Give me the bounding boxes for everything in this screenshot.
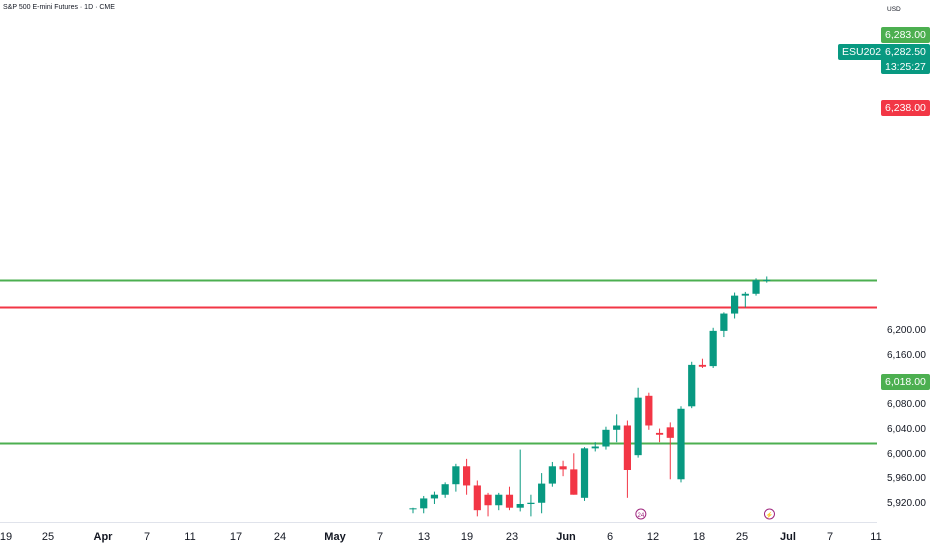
candle-body: [484, 494, 492, 506]
candle-body: [559, 466, 567, 470]
candle-body: [602, 429, 610, 447]
price-tick-label: 6,200.00: [887, 324, 926, 336]
time-tick-label: 7: [826, 531, 834, 543]
candle-body: [527, 502, 535, 504]
bar-countdown-tag: 13:25:27: [881, 60, 930, 74]
price-tick-label: 5,960.00: [887, 473, 926, 485]
candle-body: [763, 279, 771, 281]
time-tick-label: 18: [692, 531, 706, 543]
price-tag-level-mid: 6,238.00: [881, 100, 930, 116]
candle-body: [516, 504, 524, 508]
time-tick-label: 11: [870, 531, 882, 543]
last-price-tag: 6,282.50: [881, 44, 930, 60]
time-tick-label: 19: [460, 531, 474, 543]
price-tag-level-top: 6,283.00: [881, 27, 930, 43]
time-tick-label: May: [324, 531, 346, 543]
currency-label[interactable]: USD: [887, 6, 901, 13]
chart-area[interactable]: 24 ⚡: [0, 0, 877, 522]
candle-body: [634, 397, 642, 456]
time-tick-label: 23: [505, 531, 519, 543]
candlestick-chart[interactable]: 24 ⚡: [0, 0, 877, 522]
time-tick-label: 12: [646, 531, 660, 543]
event-marker-label: 24: [637, 513, 644, 519]
candle-body: [409, 508, 417, 510]
chart-header-title: S&P 500 E-mini Futures · 1D · CME: [3, 4, 115, 11]
time-tick-label: 19: [0, 531, 13, 543]
event-marker-label: ⚡: [766, 511, 773, 519]
candle-body: [463, 466, 471, 486]
time-tick-label: 24: [273, 531, 287, 543]
candle-body: [580, 448, 589, 498]
time-tick-label: 25: [41, 531, 55, 543]
candle-body: [741, 293, 749, 296]
candle-body: [677, 408, 685, 480]
candle-body: [698, 364, 707, 367]
candle-body: [709, 330, 717, 367]
candle-body: [655, 432, 664, 435]
candle-body: [495, 494, 503, 506]
candle-body: [538, 483, 546, 503]
candle-body: [720, 313, 728, 331]
time-tick-label: Jun: [556, 531, 576, 543]
symbol-tag: ESU2025: [838, 44, 891, 60]
candle-body: [548, 466, 556, 484]
event-marker-icon: [763, 508, 775, 520]
candle-body: [441, 484, 449, 495]
candle-body: [613, 425, 621, 430]
time-axis[interactable]: 19 25 Apr 7 11 17 24 May 7 13 19 23 Jun 6 12 18 25 Jul 7 11: [0, 522, 882, 551]
time-tick-label: 11: [184, 531, 196, 543]
time-tick-label: Jul: [780, 531, 796, 543]
candle-body: [452, 466, 460, 485]
candle-body: [430, 494, 439, 499]
candle-body: [731, 295, 739, 314]
candle-body: [591, 446, 599, 449]
price-tick-label: 6,040.00: [887, 423, 926, 435]
price-axis[interactable]: 5,920.00 5,960.00 6,000.00 6,040.00 6,080.00…: [877, 0, 932, 550]
price-tick-label: 5,920.00: [887, 498, 926, 509]
time-tick-label: 7: [143, 531, 151, 543]
price-tick-label: 6,160.00: [887, 349, 926, 361]
time-tick-label: Apr: [93, 531, 113, 543]
time-tick-label: 6: [606, 531, 614, 543]
event-marker-icon: [635, 508, 647, 520]
candle-body: [570, 469, 578, 495]
price-tag-level-low: 6,018.00: [881, 374, 930, 390]
candle-body: [473, 485, 481, 511]
time-tick-label: 7: [376, 531, 384, 543]
time-tick-label: 25: [735, 531, 749, 543]
candle-body: [752, 280, 760, 294]
price-tick-label: 6,000.00: [887, 448, 926, 460]
candle-body: [505, 494, 514, 508]
price-tick-label: 6,080.00: [887, 399, 926, 411]
candle-body: [420, 498, 428, 509]
time-tick-label: 13: [417, 531, 431, 543]
candle-body: [688, 364, 696, 407]
time-tick-label: 17: [229, 531, 243, 543]
candle-body: [623, 425, 631, 470]
candle-body: [666, 427, 674, 438]
candle-body: [645, 395, 653, 426]
